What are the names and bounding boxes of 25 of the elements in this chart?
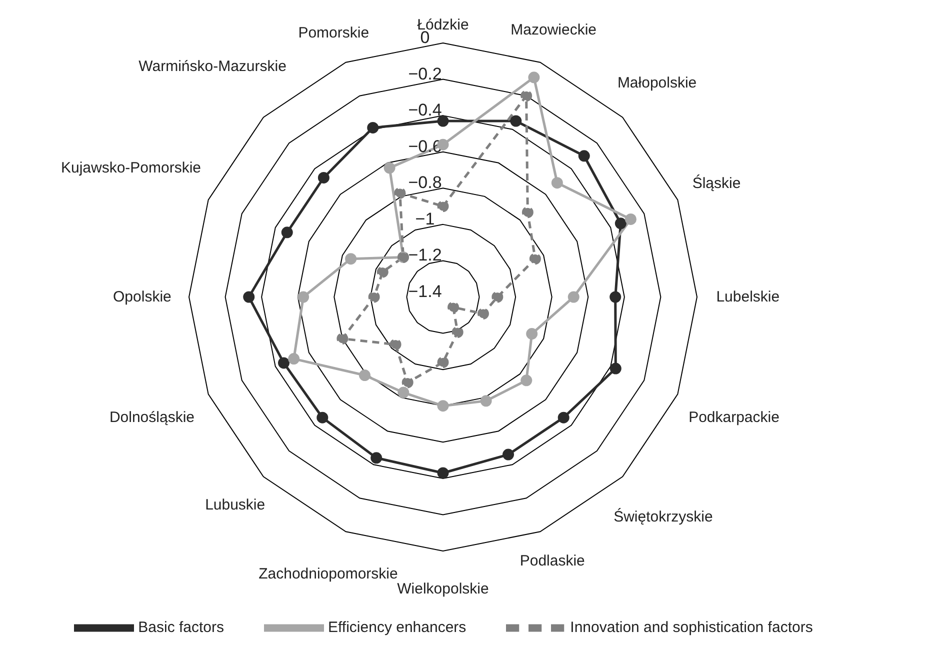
spoke-label: Mazowieckie: [510, 22, 597, 39]
legend-label: Innovation and sophistication factors: [570, 618, 813, 636]
spoke-label: Kujawsko-Pomorskie: [60, 159, 202, 176]
spoke-label: Podkarpackie: [688, 409, 780, 426]
legend-label: Efficiency enhancers: [328, 618, 466, 636]
spoke-label: Zachodniopomorskie: [258, 566, 398, 583]
spoke-label: Dolnośląskie: [109, 409, 195, 426]
y-tick-label: −1: [415, 209, 435, 228]
y-tick-label: −1.2: [408, 246, 442, 265]
legend-label: Basic factors: [138, 618, 224, 636]
y-tick-label: −0.4: [408, 100, 442, 120]
spoke-label: Małopolskie: [617, 74, 697, 92]
spoke-label: Opolskie: [113, 288, 172, 306]
spoke-label: Lubelskie: [716, 288, 780, 306]
spoke-label: Wielkopolskie: [397, 580, 489, 598]
spoke-label: Podlaskie: [520, 552, 585, 570]
spoke-label: Warmińsko-Mazurskie: [138, 58, 286, 76]
y-tick-label: −0.2: [408, 64, 442, 84]
spoke-label: Świętokrzyskie: [614, 508, 713, 526]
y-tick-label: −1.4: [408, 282, 442, 301]
spoke-label: Śląskie: [692, 174, 741, 192]
y-tick-label: −0.8: [408, 173, 442, 192]
y-tick-label: 0: [420, 28, 430, 47]
spoke-label: Lubuskie: [205, 496, 266, 514]
spoke-label: Pomorskie: [298, 24, 370, 42]
